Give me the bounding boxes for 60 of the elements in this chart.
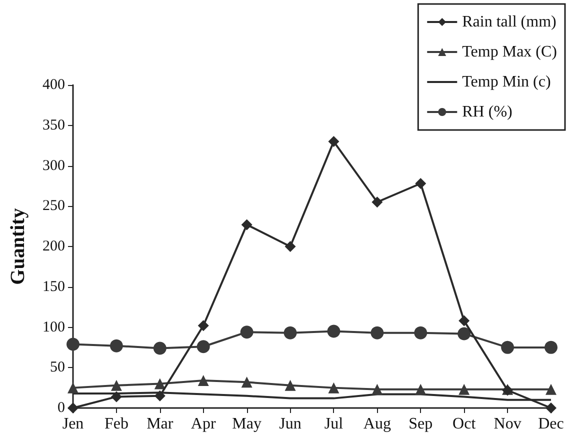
point [284, 326, 297, 340]
y-tick-label: 250 [42, 198, 65, 214]
point [198, 320, 209, 332]
y-axis-title: Guantity [7, 208, 29, 285]
x-tick-label: Oct [452, 416, 476, 432]
point [546, 384, 556, 395]
legend-label: Temp Min (c) [462, 74, 551, 90]
y-tick-label: 0 [58, 400, 65, 416]
y-tick-label: 300 [42, 158, 65, 174]
x-tick-label: Mar [146, 416, 174, 432]
x-tick-label: Feb [104, 416, 128, 432]
y-tick-label: 150 [42, 278, 65, 295]
point [110, 391, 122, 402]
point [372, 384, 383, 395]
legend-label: RH (%) [462, 104, 512, 120]
point [153, 342, 166, 355]
y-tick-label: 350 [42, 117, 65, 134]
point [501, 340, 514, 354]
point [546, 402, 556, 414]
legend-label: Rain tall (mm) [462, 14, 556, 30]
x-tick-label: May [232, 416, 262, 432]
point [110, 339, 123, 352]
point [68, 382, 78, 394]
point [544, 340, 558, 354]
y-tick-label: 200 [42, 238, 65, 254]
point [458, 384, 470, 395]
point [240, 326, 254, 339]
x-tick-label: Jun [279, 416, 302, 432]
y-tick-label: 100 [42, 319, 65, 336]
point [154, 390, 166, 402]
point [372, 196, 383, 208]
x-tick-label: Aug [363, 416, 391, 432]
x-tick-label: Dec [538, 416, 564, 432]
x-tick-label: Nov [494, 416, 522, 432]
point [66, 338, 80, 351]
y-tick-label: 400 [42, 77, 65, 93]
y-tick-label: 50 [50, 360, 65, 376]
point [241, 219, 252, 230]
point [328, 382, 340, 394]
point [110, 380, 122, 391]
legend-label: Temp Max (C) [462, 44, 557, 60]
x-tick-label: Apr [190, 416, 216, 432]
point [458, 327, 471, 340]
point [370, 326, 384, 340]
x-tick-label: Sep [408, 416, 433, 432]
point [458, 315, 470, 326]
x-tick-label: Jul [324, 416, 344, 432]
point [284, 241, 296, 252]
point [415, 384, 426, 395]
point [198, 375, 209, 386]
point [328, 136, 340, 148]
point [241, 376, 252, 388]
point [414, 326, 428, 340]
point [415, 178, 426, 190]
point [154, 378, 166, 390]
point [284, 380, 296, 391]
point [327, 324, 340, 338]
point [196, 340, 210, 354]
point [68, 402, 78, 414]
x-tick-label: Jen [62, 416, 84, 432]
